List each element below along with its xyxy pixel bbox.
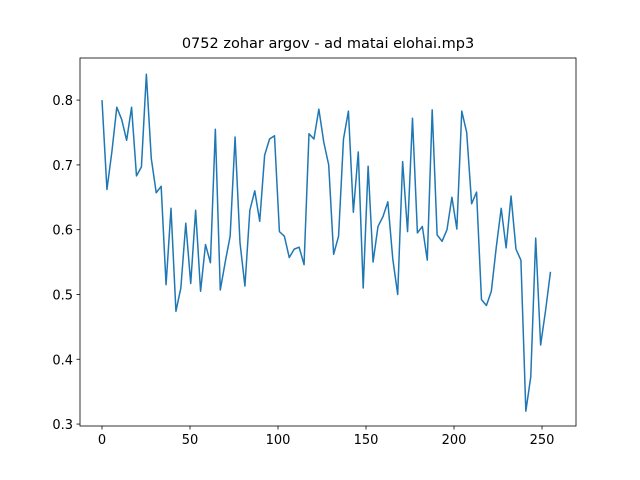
x-tick-label: 50 — [182, 433, 199, 448]
y-tick-label: 0.5 — [52, 288, 73, 303]
y-tick-label: 0.8 — [52, 94, 73, 109]
y-tick-label: 0.4 — [52, 353, 73, 368]
x-tick-label: 250 — [530, 433, 555, 448]
x-tick-label: 200 — [442, 433, 467, 448]
plot-frame — [79, 57, 577, 427]
x-tick-label: 100 — [266, 433, 291, 448]
x-tick-label: 0 — [98, 433, 106, 448]
y-tick-label: 0.6 — [52, 224, 73, 239]
y-tick-label: 0.7 — [52, 159, 73, 174]
chart-title: 0752 zohar argov - ad matai elohai.mp3 — [182, 36, 474, 52]
data-line — [101, 73, 552, 412]
x-tick-label: 150 — [354, 433, 379, 448]
y-tick-label: 0.3 — [52, 418, 73, 433]
